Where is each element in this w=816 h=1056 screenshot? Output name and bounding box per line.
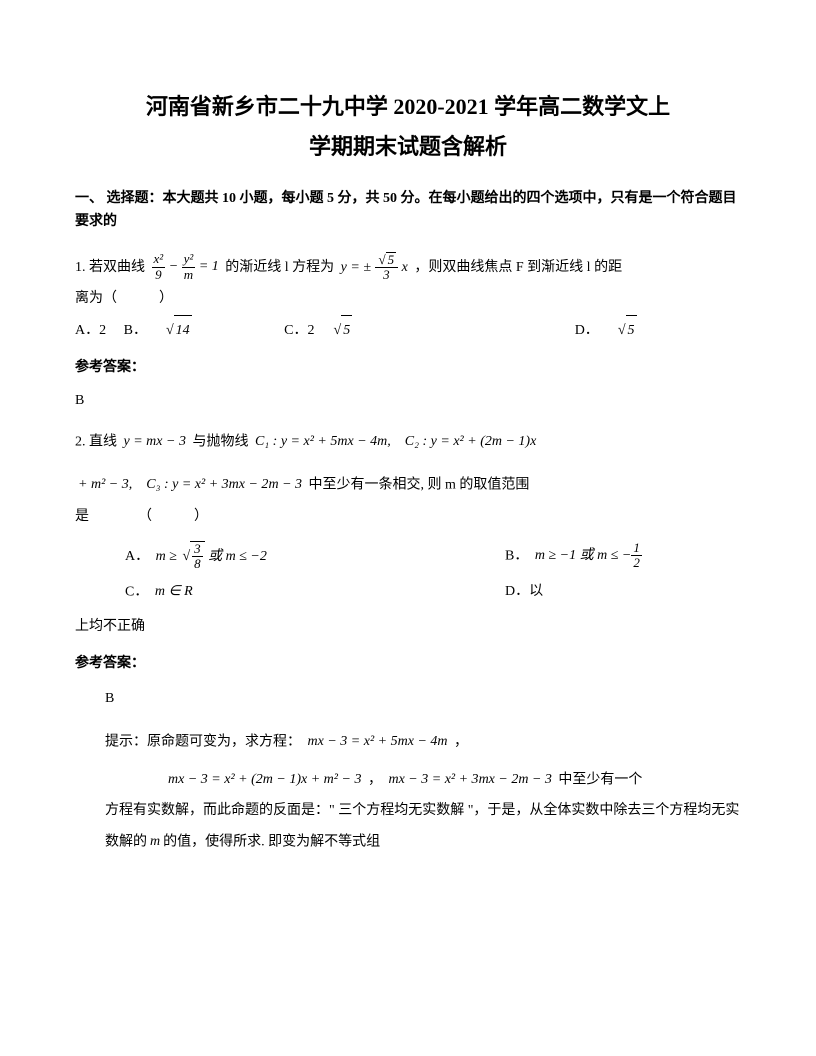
q2-line2-formula: + m² − 3, C₃ : y = x² + 3mx − 2m − 3 [75,477,305,492]
q2-choice-d: D．以 [505,577,543,608]
q2-hint: 提示：原命题可变为，求方程： mx − 3 = x² + 5mx − 4m ， … [105,727,741,858]
q1-choice-d: D．5 [575,315,682,347]
q1-mid2: ，则双曲线焦点 F 到渐近线 l 的距 [414,260,622,275]
q1-answer: B [75,388,741,413]
q1-formula1: x²9 − y²m = 1 [149,259,226,274]
q2-choice-c: C． m ∈ R [125,577,505,608]
q2-line2-text: 中至少有一条相交, 则 m 的取值范围 [309,478,530,493]
q2-formula1: y = mx − 3 [121,434,189,449]
q1-line2: 离为（ ） [75,284,741,315]
q2-mid1: 与抛物线 [192,435,248,450]
q1-mid1: 的渐近线 l 方程为 [225,260,334,275]
q2-prefix: 2. 直线 [75,435,117,450]
question-2: 2. 直线 y = mx − 3 与抛物线 C₁ : y = x² + 5mx … [75,427,741,643]
q2-hint-comma: ， [454,735,468,750]
q2-hint-line3: 方程有实数解，而此命题的反面是：" 三个方程均无实数解 "，于是，从全体实数中除… [105,796,741,858]
q2-hint-f1: mx − 3 = x² + 5mx − 4m [305,734,451,749]
q2-hint-line2-f1: mx − 3 = x² + (2m − 1)x + m² − 3 [165,772,364,787]
q1-choice-a: A．2 [75,323,106,338]
answer-label-2: 参考答案： [75,651,741,676]
q2-choice-d-cont: 上均不正确 [75,612,741,643]
q2-formula2: C₁ : y = x² + 5mx − 4m, C₂ : y = x² + (2… [252,434,539,449]
q2-line3: 是 （ ） [75,502,741,533]
q2-choice-b: B． m ≥ −1 或 m ≤ −12 [505,541,645,573]
q1-choice-c: C．25 [284,323,397,338]
q1-choices: A．2 B．14 C．25 D．5 [75,315,741,347]
q1-formula2: y = ± 53 x [338,260,415,275]
q2-hint-line2-sep: ， [368,772,382,787]
q2-choice-a: A． m ≥ 38 或 m ≤ −2 [125,541,505,573]
document-title-line2: 学期期末试题含解析 [75,127,741,167]
answer-label-1: 参考答案： [75,355,741,380]
q2-hint-line2-tail: 中至少有一个 [558,772,642,787]
q2-hint-line2-f2: mx − 3 = x² + 3mx − 2m − 3 [385,772,554,787]
q2-answer: B [105,684,741,713]
section-header: 一、 选择题：本大题共 10 小题，每小题 5 分，共 50 分。在每小题给出的… [75,187,741,235]
q1-prefix: 1. 若双曲线 [75,260,145,275]
document-title-line1: 河南省新乡市二十九中学 2020-2021 学年高二数学文上 [75,90,741,123]
q1-choice-b: B．14 [124,323,237,338]
q2-hint-prefix: 提示：原命题可变为，求方程： [105,735,301,750]
question-1: 1. 若双曲线 x²9 − y²m = 1 的渐近线 l 方程为 y = ± 5… [75,252,741,346]
